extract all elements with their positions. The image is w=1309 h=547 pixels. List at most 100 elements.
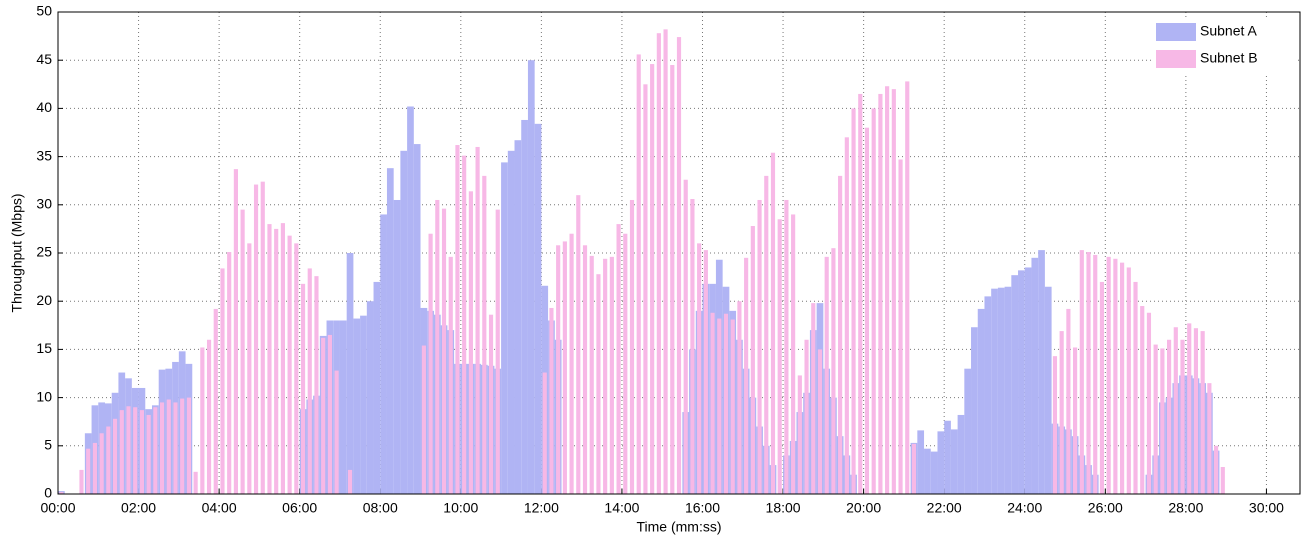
bar [521,119,528,494]
bar [663,29,668,495]
bar [971,327,978,494]
bar [139,410,145,494]
bar [186,397,191,494]
bar [1120,262,1125,494]
bar [984,296,992,494]
bar [844,137,849,494]
bar [690,199,695,495]
bar [1073,347,1078,494]
bar [964,368,972,494]
bar [1052,356,1058,494]
bar [435,199,440,495]
bar [864,127,870,495]
bar [86,448,91,494]
x-tick-label: 00:00 [40,500,75,516]
bar [126,406,131,494]
bar [898,159,903,494]
bar [703,250,708,494]
bar [462,155,467,495]
bar [413,144,421,494]
bar [1066,308,1071,494]
bar [475,146,480,494]
x-axis-label: Time (mm:ss) [636,519,721,535]
bar [851,108,856,495]
bar [267,224,272,494]
bar [937,431,945,494]
bar [353,318,361,494]
bar [817,349,823,494]
bar [878,93,883,494]
bar [1044,286,1052,494]
bar [717,318,722,494]
x-tick-label: 26:00 [1088,500,1123,516]
bar [200,347,205,494]
bar [1086,252,1091,494]
bar [750,226,755,494]
bar [831,248,836,494]
bar [106,426,111,494]
bar [556,245,561,494]
bar [676,37,682,495]
bar [1187,323,1192,494]
y-tick-label: 40 [36,99,52,115]
bar [153,407,158,494]
x-tick-label: 04:00 [202,500,237,516]
bar [542,372,547,494]
x-tick-label: 30:00 [1249,500,1284,516]
x-tick-label: 20:00 [846,500,881,516]
y-tick-label: 50 [36,3,52,19]
bar [334,370,339,494]
bar [507,150,515,495]
bar [991,288,998,494]
bar [723,313,729,494]
bar [977,308,985,494]
bar [534,123,542,494]
bar [488,314,494,494]
y-tick-label: 5 [44,437,52,453]
bar [824,256,829,494]
bar [1038,250,1045,494]
legend-swatch [1156,50,1196,68]
bar [146,414,151,494]
bar [247,243,252,494]
y-axis-label: Throughput (Mbps) [9,193,25,312]
bar [119,410,124,494]
legend-swatch [1156,23,1196,41]
bar [1173,327,1178,494]
bar [233,169,238,494]
bar [1079,250,1084,494]
bar [885,86,890,494]
bar [811,303,816,494]
bar [287,235,292,494]
bar [1099,281,1105,494]
bar [347,469,353,494]
bar [1004,286,1012,494]
bar [1024,267,1032,494]
bar [562,241,567,494]
bar [1093,254,1098,494]
bar [770,152,776,494]
bar [1146,312,1152,494]
bar [112,418,118,494]
bar [1207,383,1212,494]
bar [360,315,367,494]
bar [596,274,601,494]
legend-label: Subnet A [1200,23,1257,39]
x-tick-label: 18:00 [766,500,801,516]
bar [930,451,938,494]
bar [757,199,762,495]
bar [159,402,165,494]
x-tick-label: 22:00 [927,500,962,516]
bar [1059,331,1064,494]
bar [944,420,951,494]
bar [957,414,965,494]
bar [79,469,84,494]
y-tick-label: 0 [44,485,52,501]
bar [280,223,285,494]
bar [393,199,401,495]
bar [603,258,608,494]
bar [346,253,354,494]
bar [448,256,453,494]
x-tick-label: 24:00 [1007,500,1042,516]
bar [468,191,473,494]
